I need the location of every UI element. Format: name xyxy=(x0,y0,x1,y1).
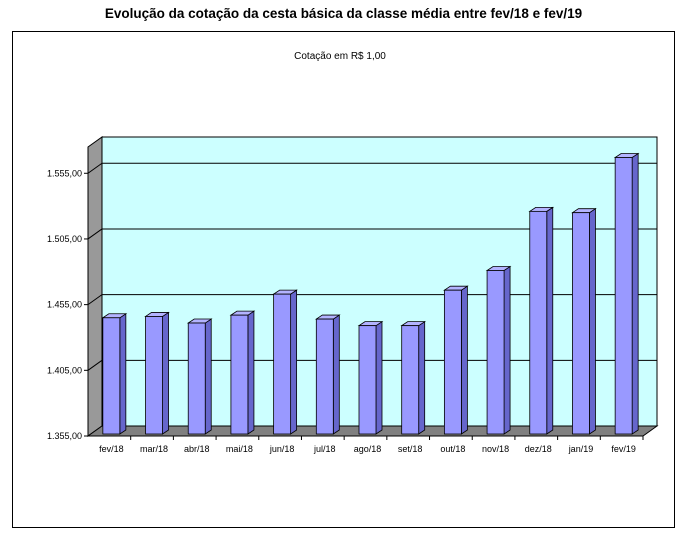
bar-side xyxy=(204,318,212,435)
bar-front xyxy=(529,210,548,435)
bar-front xyxy=(315,318,334,435)
bar xyxy=(229,310,256,435)
bar-front xyxy=(358,325,377,435)
x-tick-label: mai/18 xyxy=(226,444,253,454)
bar-side xyxy=(631,152,639,435)
bar-side xyxy=(375,320,383,435)
bar-side xyxy=(162,311,169,435)
x-tick-label: set/18 xyxy=(398,444,423,454)
bar-front xyxy=(614,157,633,435)
bar xyxy=(443,285,469,435)
bar-front xyxy=(102,317,121,435)
bar-front xyxy=(401,325,420,435)
bar xyxy=(144,311,170,435)
x-tick-label: out/18 xyxy=(440,444,465,454)
bar-side xyxy=(119,313,127,435)
bar xyxy=(314,314,341,435)
y-tick-label: 1.405,00 xyxy=(47,365,82,375)
y-tick-label: 1.355,00 xyxy=(47,431,82,441)
bar-side xyxy=(247,310,255,435)
bar-front xyxy=(572,212,590,435)
x-tick-label: jun/18 xyxy=(269,444,295,454)
gridline-side xyxy=(87,294,103,306)
bar-side xyxy=(460,285,468,435)
bar xyxy=(357,320,384,435)
bar-side xyxy=(290,289,298,435)
bar-front xyxy=(145,316,163,435)
x-tick-label: dez/18 xyxy=(525,444,552,454)
bar xyxy=(101,313,128,435)
bar xyxy=(613,152,640,435)
x-tick-label: jan/19 xyxy=(568,444,594,454)
x-tick-label: abr/18 xyxy=(184,444,210,454)
x-tick-label: mar/18 xyxy=(140,444,168,454)
y-tick-label: 1.505,00 xyxy=(47,234,82,244)
bar xyxy=(400,320,427,435)
bar-front xyxy=(187,322,206,435)
chart-subtitle: Cotação em R$ 1,00 xyxy=(294,51,386,62)
bar-side xyxy=(332,314,340,435)
gridline-side xyxy=(87,162,103,174)
gridline-side xyxy=(87,359,103,371)
bar-side xyxy=(589,207,596,435)
bar xyxy=(528,206,555,435)
bar-front xyxy=(443,289,462,435)
bar xyxy=(485,265,512,435)
bar-side xyxy=(546,206,554,435)
bar-front xyxy=(230,314,249,435)
bar xyxy=(272,289,298,435)
x-tick-label: fev/19 xyxy=(611,444,636,454)
x-tick-label: fev/18 xyxy=(99,444,124,454)
x-tick-label: ago/18 xyxy=(354,444,382,454)
gridline-side xyxy=(87,228,103,240)
bar-front xyxy=(273,293,292,435)
x-tick-label: jul/18 xyxy=(313,444,336,454)
bar-side xyxy=(503,265,511,435)
x-tick-label: nov/18 xyxy=(482,444,509,454)
bar-side xyxy=(418,320,426,435)
bar-front xyxy=(486,270,505,435)
y-tick-label: 1.455,00 xyxy=(47,300,82,310)
y-tick-label: 1.555,00 xyxy=(47,168,82,178)
plot-side-wall xyxy=(87,136,103,437)
bar xyxy=(186,318,213,435)
chart-title: Evolução da cotação da cesta básica da c… xyxy=(104,6,583,21)
bar xyxy=(571,207,597,435)
